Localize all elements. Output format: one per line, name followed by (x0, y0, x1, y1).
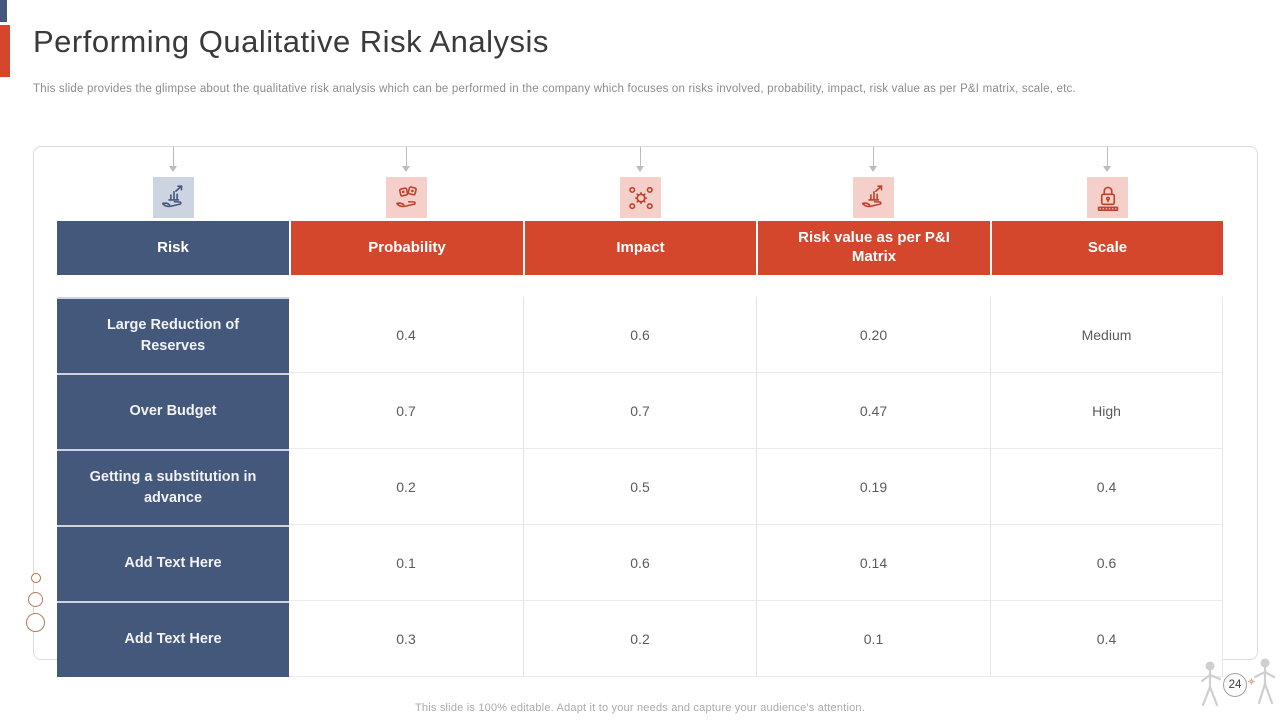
footer-note: This slide is 100% editable. Adapt it to… (415, 702, 865, 714)
accent-bar-red (0, 25, 10, 77)
impact-cell: 0.5 (523, 449, 756, 525)
impact-cell: 0.2 (523, 601, 756, 677)
risk-name-cell: Getting a substitution in advance (57, 449, 289, 525)
connector-arrowhead (1103, 166, 1111, 172)
connector-arrow (406, 147, 407, 166)
risk-value-cell: 0.14 (756, 525, 990, 601)
risk-analysis-table: Risk Probability Impact Risk value as pe… (57, 221, 1223, 677)
impact-cell: 0.7 (523, 373, 756, 449)
column-header-impact: Impact (523, 221, 756, 277)
column-header-probability: Probability (289, 221, 523, 277)
risk-value-cell: 0.47 (756, 373, 990, 449)
impact-cell: 0.6 (523, 297, 756, 373)
column-header-risk-value: Risk value as per P&I Matrix (756, 221, 990, 277)
connector-arrowhead (169, 166, 177, 172)
decorative-circle-medium (28, 592, 43, 607)
impact-cell: 0.6 (523, 525, 756, 601)
slide-description: This slide provides the glimpse about th… (33, 83, 1076, 95)
scale-cell: 0.4 (990, 601, 1223, 677)
probability-cell: 0.7 (289, 373, 523, 449)
risk-name-cell: Over Budget (57, 373, 289, 449)
connector-arrowhead (869, 166, 877, 172)
scale-cell: High (990, 373, 1223, 449)
risk-value-cell: 0.1 (756, 601, 990, 677)
scale-cell: 0.6 (990, 525, 1223, 601)
probability-cell: 0.1 (289, 525, 523, 601)
risk-value-cell: 0.19 (756, 449, 990, 525)
connector-arrow (640, 147, 641, 166)
risk-name-cell: Large Reduction of Reserves (57, 297, 289, 373)
connector-arrowhead (636, 166, 644, 172)
dice-in-hand-icon (386, 177, 427, 218)
scale-cell: 0.4 (990, 449, 1223, 525)
rising-chart-in-hand-icon (853, 177, 894, 218)
gears-impact-icon (620, 177, 661, 218)
decorative-circle-large (26, 613, 45, 632)
risk-name-cell: Add Text Here (57, 601, 289, 677)
connector-arrowhead (402, 166, 410, 172)
probability-cell: 0.3 (289, 601, 523, 677)
growth-chart-in-hand-icon (153, 177, 194, 218)
probability-cell: 0.4 (289, 297, 523, 373)
column-header-risk: Risk (57, 221, 289, 277)
risk-value-cell: 0.20 (756, 297, 990, 373)
accent-bar-blue (0, 0, 7, 22)
probability-cell: 0.2 (289, 449, 523, 525)
column-header-scale: Scale (990, 221, 1223, 277)
risk-name-cell: Add Text Here (57, 525, 289, 601)
connector-arrow (873, 147, 874, 166)
decorative-circle-small (31, 573, 41, 583)
page-number-badge: 24 (1223, 673, 1247, 697)
connector-arrow (173, 147, 174, 166)
page-title: Performing Qualitative Risk Analysis (33, 24, 549, 59)
scale-cell: Medium (990, 297, 1223, 373)
connector-arrow (1107, 147, 1108, 166)
lock-and-ruler-scale-icon (1087, 177, 1128, 218)
